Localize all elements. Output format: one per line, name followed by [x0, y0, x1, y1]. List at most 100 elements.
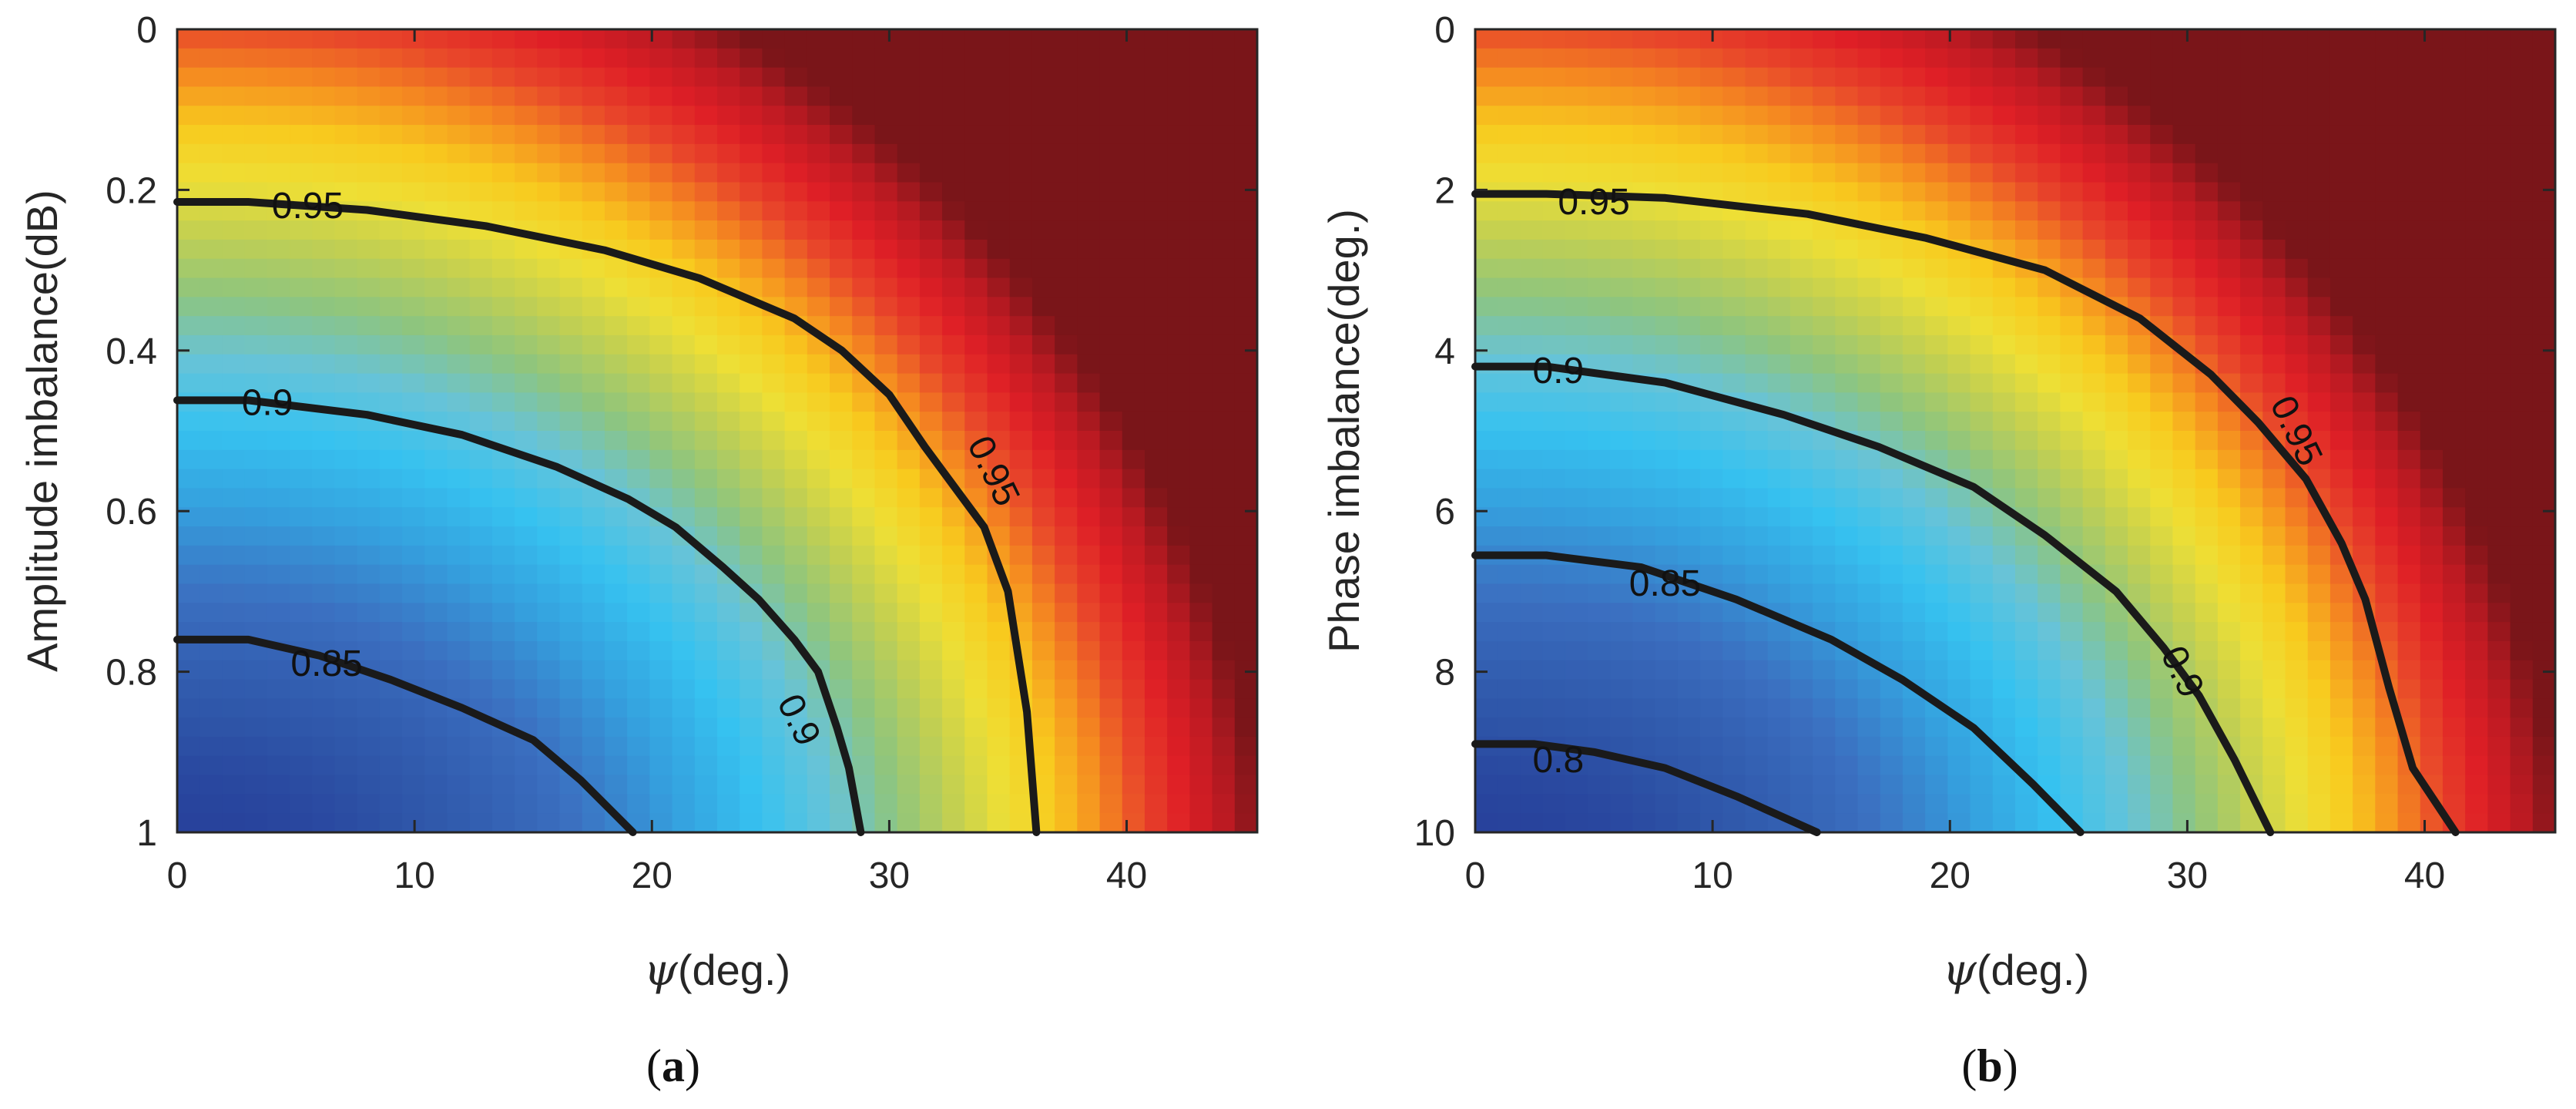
heatmap-cell [2172, 258, 2196, 279]
heatmap-cell [2353, 334, 2376, 355]
heatmap-cell [2329, 48, 2353, 69]
heatmap-cell [334, 545, 358, 566]
heatmap-cell [334, 698, 358, 718]
heatmap-cell [2015, 640, 2038, 661]
heatmap-cell [1077, 201, 1101, 221]
heatmap-cell [2397, 48, 2421, 69]
heatmap-cell [1077, 143, 1101, 164]
heatmap-cell [1099, 412, 1123, 432]
heatmap-cell [694, 48, 718, 69]
heatmap-cell [1789, 334, 1813, 355]
heatmap-cell [919, 622, 943, 642]
heatmap-cell [424, 334, 448, 355]
heatmap-cell [1189, 373, 1213, 393]
heatmap-cell [830, 449, 853, 470]
heatmap-cell [1767, 469, 1791, 489]
heatmap-cell [1925, 125, 1948, 145]
heatmap-cell [2172, 755, 2196, 776]
heatmap-cell [942, 277, 965, 297]
heatmap-cell [2038, 220, 2061, 240]
heatmap-cell [2375, 775, 2399, 795]
heatmap-cell [649, 813, 673, 833]
heatmap-cell [1099, 220, 1123, 240]
heatmap-cell [807, 583, 830, 603]
heatmap-cell [2329, 334, 2353, 355]
heatmap-cell [1835, 526, 1859, 546]
heatmap-cell [2195, 297, 2219, 317]
heatmap-cell [582, 698, 605, 718]
heatmap-cell [469, 392, 493, 412]
heatmap-cell [1031, 488, 1055, 508]
heatmap-cell [2420, 583, 2444, 603]
heatmap-cell [1234, 736, 1258, 757]
heatmap-cell [1700, 488, 1723, 508]
heatmap-cell [2420, 507, 2444, 527]
heatmap-cell [2128, 640, 2151, 661]
heatmap-cell [874, 412, 898, 432]
heatmap-cell [334, 106, 358, 126]
heatmap-cell [582, 106, 605, 126]
heatmap-cell [1099, 449, 1123, 470]
heatmap-cell [1234, 755, 1258, 776]
heatmap-cell [740, 813, 763, 833]
heatmap-cell [1475, 564, 1498, 585]
heatmap-cell [1167, 603, 1190, 623]
heatmap-cell [1588, 277, 1611, 297]
heatmap-cell [1902, 717, 1926, 738]
heatmap-cell [2329, 67, 2353, 88]
heatmap-cell [2487, 67, 2511, 88]
heatmap-cell [2105, 106, 2128, 126]
heatmap-cell [1144, 736, 1168, 757]
heatmap-cell [1167, 736, 1190, 757]
heatmap-cell [2532, 125, 2556, 145]
heatmap-cell [267, 526, 290, 546]
heatmap-cell [447, 794, 471, 814]
heatmap-cell [491, 29, 515, 49]
heatmap-cell [1722, 717, 1746, 738]
heatmap-cell [1031, 564, 1055, 585]
heatmap-cell [2397, 526, 2421, 546]
heatmap-cell [1167, 526, 1190, 546]
heatmap-cell [2307, 86, 2331, 106]
heatmap-cell [897, 469, 921, 489]
heatmap-cell [1789, 755, 1813, 776]
heatmap-cell [672, 354, 696, 375]
heatmap-cell [2532, 316, 2556, 336]
heatmap-cell [1520, 334, 1544, 355]
heatmap-cell [942, 86, 965, 106]
heatmap-cell [2082, 86, 2106, 106]
heatmap-cell [1970, 449, 1994, 470]
heatmap-cell [1655, 583, 1679, 603]
heatmap-cell [1234, 334, 1258, 355]
heatmap-cell [290, 258, 313, 279]
heatmap-cell [2442, 277, 2466, 297]
heatmap-cell [897, 526, 921, 546]
heatmap-cell [1655, 106, 1679, 126]
heatmap-cell [1610, 640, 1634, 661]
heatmap-cell [2128, 201, 2151, 221]
heatmap-cell [2082, 717, 2106, 738]
heatmap-cell [604, 775, 628, 795]
heatmap-cell [1099, 583, 1123, 603]
heatmap-cell [2262, 392, 2286, 412]
heatmap-cell [604, 583, 628, 603]
heatmap-cell [1767, 86, 1791, 106]
heatmap-cell [1857, 373, 1881, 393]
heatmap-cell [1902, 316, 1926, 336]
heatmap-cell [402, 48, 425, 69]
heatmap-cell [1992, 775, 2016, 795]
heatmap-cell [942, 755, 965, 776]
heatmap-cell [1767, 48, 1791, 69]
heatmap-cell [2128, 431, 2151, 451]
heatmap-cell [244, 239, 268, 260]
heatmap-cell [537, 564, 561, 585]
heatmap-cell [897, 182, 921, 202]
heatmap-cell [1722, 640, 1746, 661]
heatmap-cell [1077, 431, 1101, 451]
heatmap-cell [919, 679, 943, 699]
heatmap-cell [2038, 182, 2061, 202]
heatmap-cell [1055, 106, 1078, 126]
heatmap-cell [379, 603, 403, 623]
heatmap-cell [1700, 507, 1723, 527]
heatmap-cell [1498, 297, 1521, 317]
